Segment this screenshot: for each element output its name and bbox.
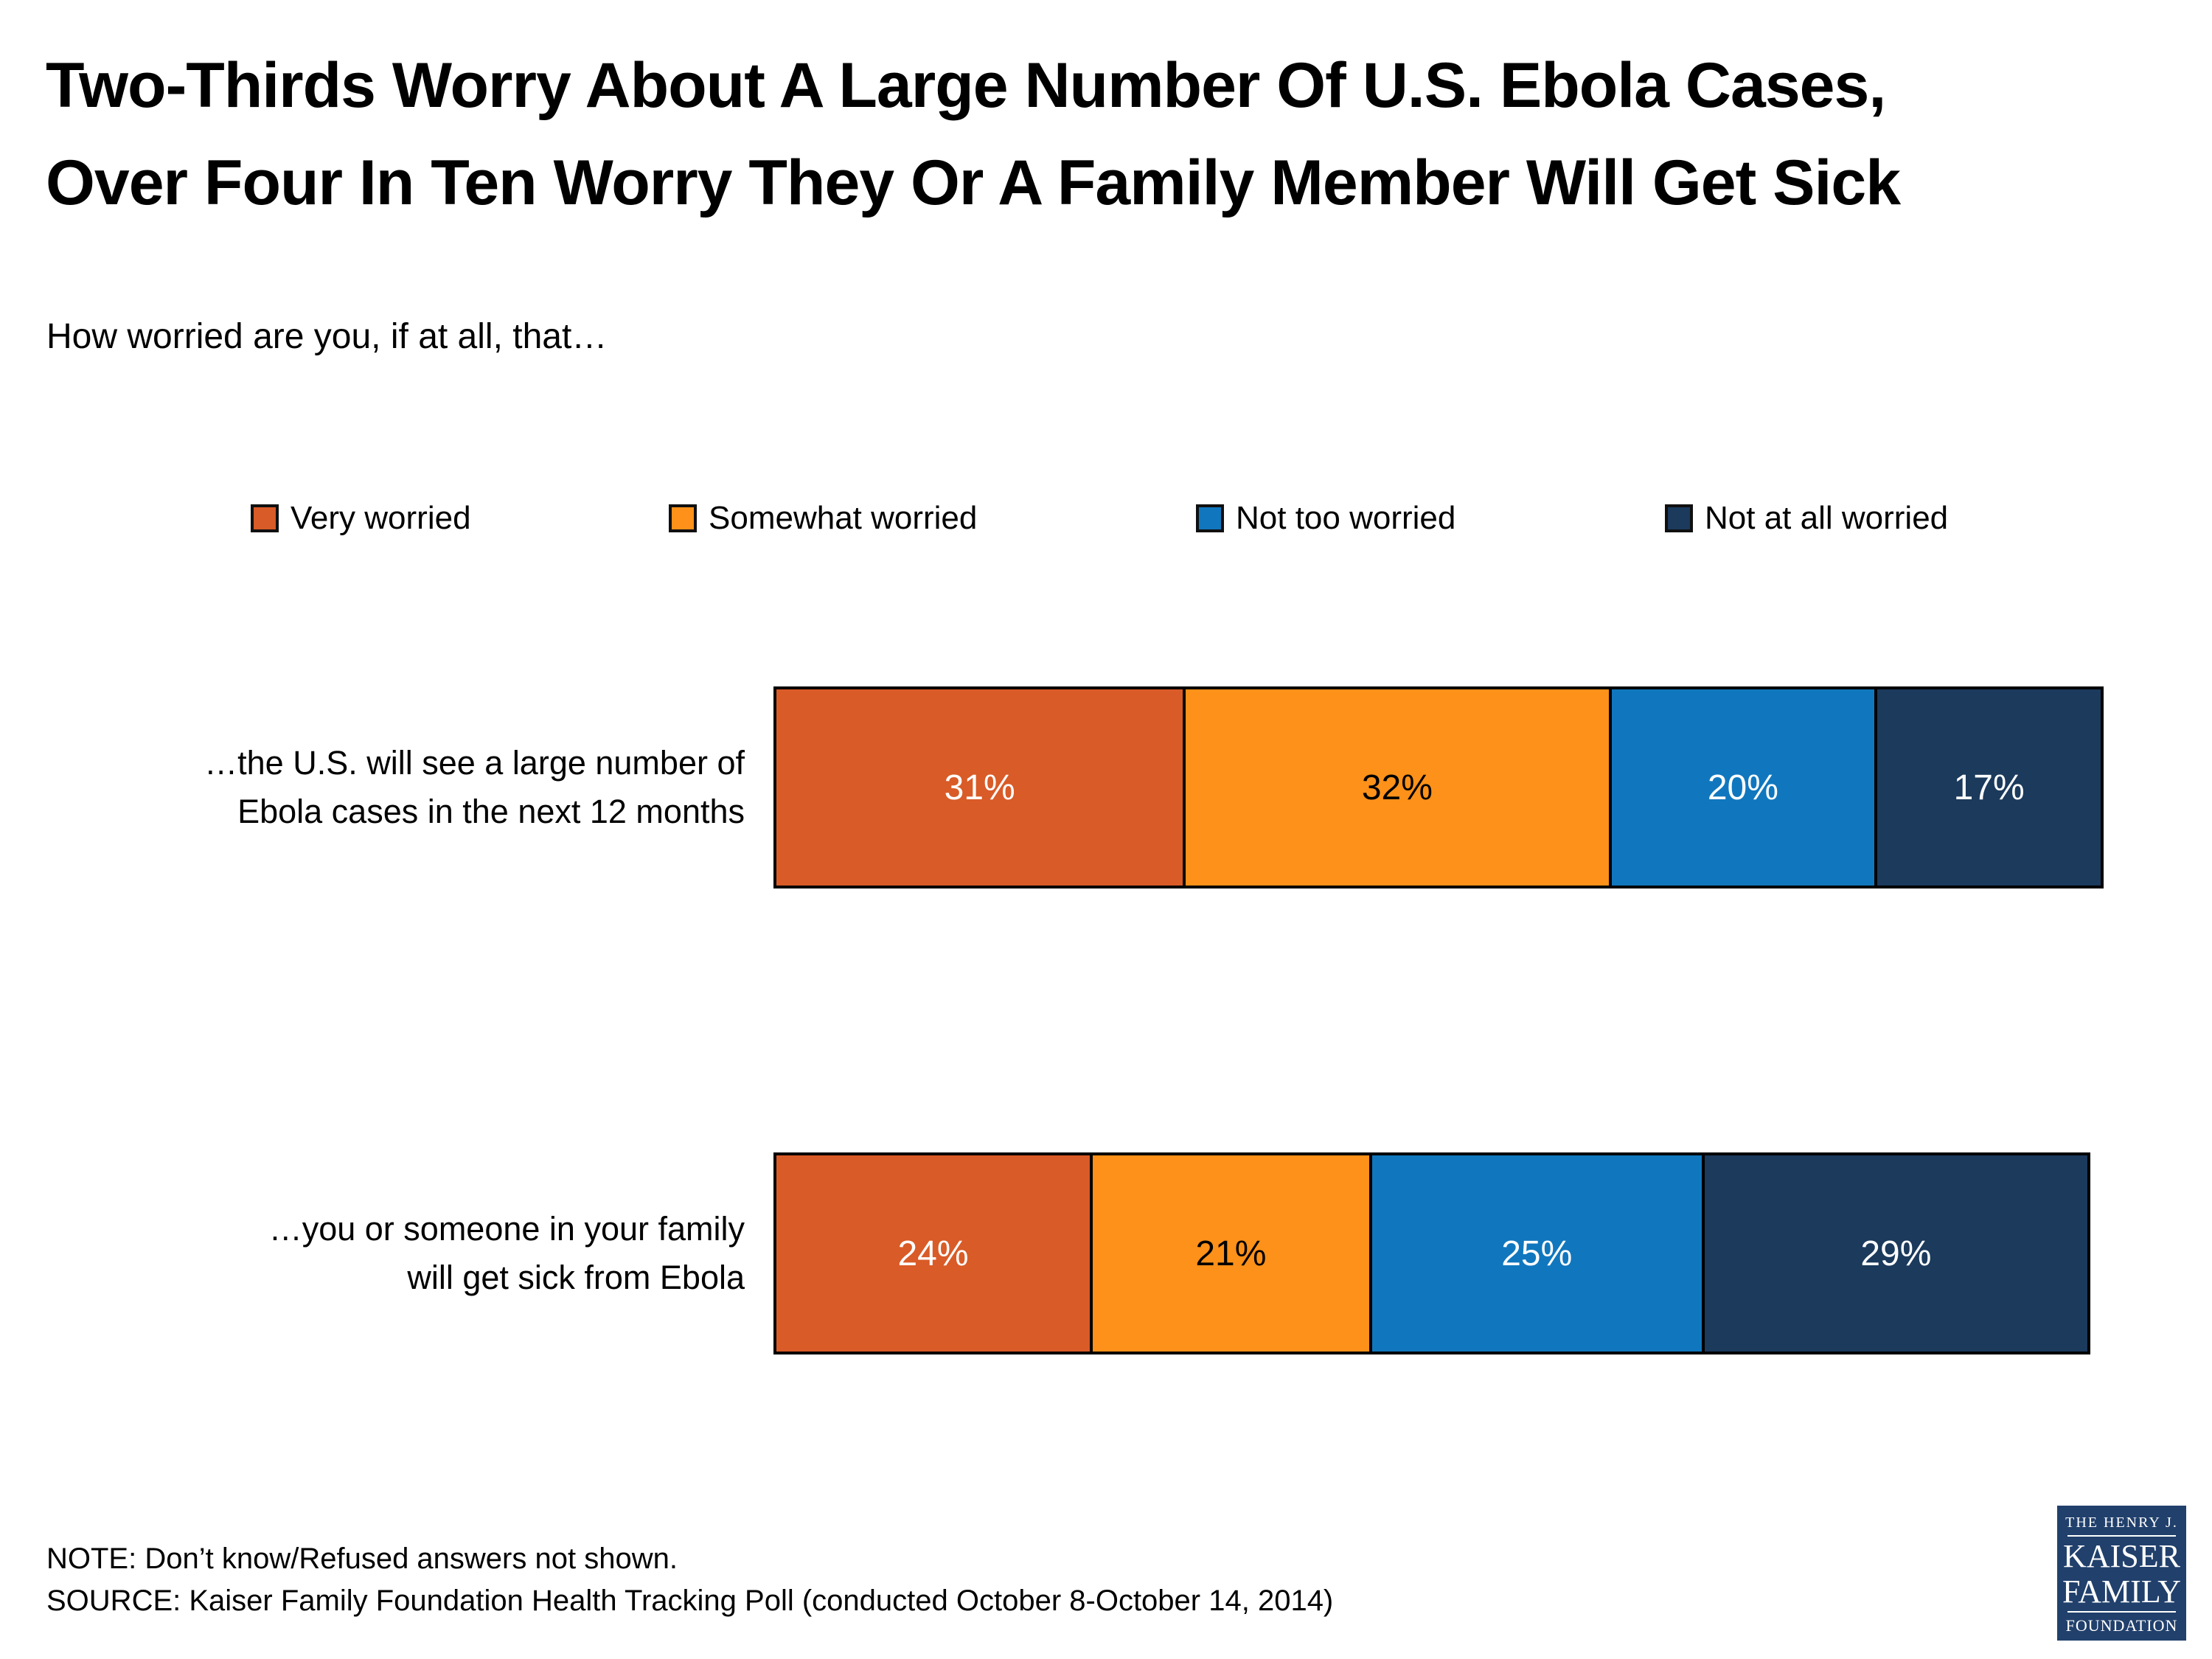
legend-item-not-at-all-worried: Not at all worried [1665,500,1948,537]
bar-segment-not-too-worried: 25% [1371,1152,1705,1354]
stacked-bar-family-sick: 24% 21% 25% 29% [773,1152,2104,1354]
bar-segment-value: 29% [1860,1234,1932,1273]
category-label-line: …you or someone in your family [268,1210,745,1248]
category-label-line: Ebola cases in the next 12 months [237,793,745,830]
bar-segment-somewhat-worried: 21% [1092,1152,1372,1354]
kff-logo-foundation: FOUNDATION [2065,1616,2178,1635]
kff-logo-henry: THE HENRY J. [2065,1514,2178,1531]
kff-logo-rule [2067,1535,2176,1537]
legend: Very worried Somewhat worried Not too worr… [0,500,2212,552]
bar-segment-not-at-all-worried: 17% [1877,686,2104,888]
chart-subtitle: How worried are you, if at all, that… [46,317,608,356]
legend-swatch-very-worried [251,504,279,532]
chart-title-line2: Over Four In Ten Worry They Or A Family … [46,147,1901,218]
bar-segment-value: 20% [1707,768,1778,807]
bar-segment-value: 21% [1195,1234,1267,1273]
legend-item-not-too-worried: Not too worried [1196,500,1455,537]
category-label-us-cases: …the U.S. will see a large number of Ebo… [44,739,745,836]
category-label-family-sick: …you or someone in your family will get … [44,1205,745,1302]
legend-item-very-worried: Very worried [251,500,471,537]
legend-label: Somewhat worried [709,500,978,536]
bar-segment-not-too-worried: 20% [1611,686,1878,888]
bar-segment-value: 32% [1361,768,1433,807]
note-text: NOTE: Don’t know/Refused answers not sho… [46,1543,678,1575]
chart-title-line1: Two-Thirds Worry About A Large Number Of… [46,50,1886,121]
legend-swatch-somewhat-worried [669,504,697,532]
legend-item-somewhat-worried: Somewhat worried [669,500,977,537]
bar-segment-value: 31% [944,768,1015,807]
bar-segment-somewhat-worried: 32% [1186,686,1612,888]
legend-label: Not too worried [1236,500,1456,536]
chart-title: Two-Thirds Worry About A Large Number Of… [46,37,1901,232]
kff-logo-kaiser: KAISER [2063,1538,2180,1574]
kff-logo-rule [2067,1611,2176,1613]
source-text: SOURCE: Kaiser Family Foundation Health … [46,1585,1334,1617]
bar-segment-very-worried: 31% [773,686,1186,888]
bar-segment-value: 25% [1501,1234,1573,1273]
legend-label: Not at all worried [1705,500,1949,536]
kff-logo: THE HENRY J. KAISER FAMILY FOUNDATION [2057,1506,2186,1641]
bar-segment-very-worried: 24% [773,1152,1093,1354]
category-label-line: …the U.S. will see a large number of [204,744,745,782]
stacked-bar-us-cases: 31% 32% 20% 17% [773,686,2104,888]
legend-swatch-not-too-worried [1196,504,1224,532]
category-label-line: will get sick from Ebola [407,1259,745,1296]
legend-swatch-not-at-all-worried [1665,504,1693,532]
legend-label: Very worried [291,500,471,536]
footer-notes: NOTE: Don’t know/Refused answers not sho… [46,1538,1333,1622]
bar-segment-value: 17% [1953,768,2025,807]
bar-segment-value: 24% [897,1234,969,1273]
bar-segment-not-at-all-worried: 29% [1704,1152,2090,1354]
kff-logo-family: FAMILY [2062,1573,2181,1610]
